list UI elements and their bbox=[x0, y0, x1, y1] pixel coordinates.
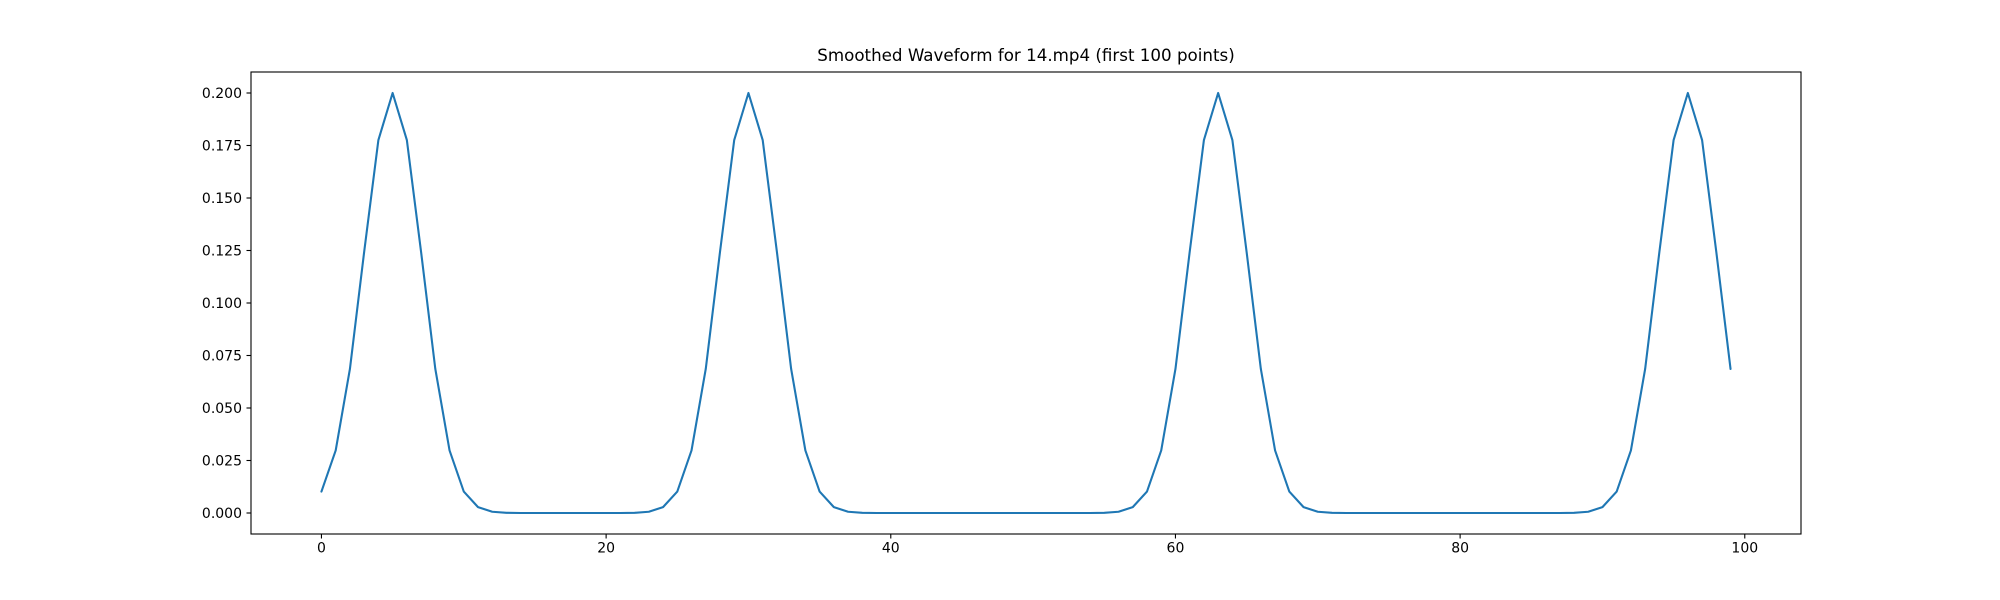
chart-title: Smoothed Waveform for 14.mp4 (first 100 … bbox=[817, 45, 1234, 65]
y-tick-label: 0.075 bbox=[202, 349, 242, 365]
axes-box bbox=[250, 71, 1802, 535]
x-tick-label: 100 bbox=[1731, 541, 1758, 557]
y-tick-label: 0.125 bbox=[202, 244, 242, 260]
x-tick-label: 0 bbox=[317, 541, 326, 557]
waveform-line bbox=[320, 91, 1732, 515]
y-tick-label: 0.175 bbox=[202, 139, 242, 155]
y-tick-label: 0.100 bbox=[202, 296, 242, 312]
x-tick-label: 20 bbox=[597, 541, 615, 557]
y-tick-label: 0.050 bbox=[202, 401, 242, 417]
y-tick-label: 0.150 bbox=[202, 191, 242, 207]
x-tick-label: 80 bbox=[1451, 541, 1469, 557]
y-tick-label: 0.200 bbox=[202, 86, 242, 102]
x-tick-label: 60 bbox=[1167, 541, 1185, 557]
y-tick-label: 0.000 bbox=[202, 506, 242, 522]
x-tick-label: 40 bbox=[882, 541, 900, 557]
y-tick-label: 0.025 bbox=[202, 454, 242, 470]
